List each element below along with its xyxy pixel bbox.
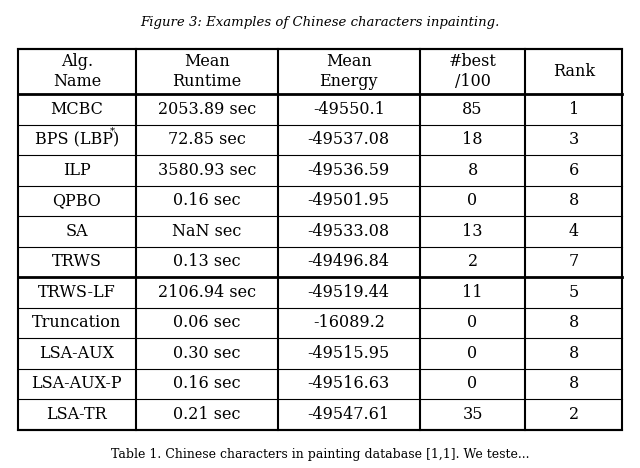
Text: NaN sec: NaN sec <box>172 223 241 240</box>
Text: -49536.59: -49536.59 <box>308 162 390 179</box>
Text: 0.13 sec: 0.13 sec <box>173 253 241 271</box>
Text: ILP: ILP <box>63 162 91 179</box>
Text: -49547.61: -49547.61 <box>308 406 390 423</box>
Text: BPS (LBP): BPS (LBP) <box>35 132 119 148</box>
Text: LSA-TR: LSA-TR <box>47 406 108 423</box>
Text: 0.16 sec: 0.16 sec <box>173 192 241 209</box>
Text: 0.06 sec: 0.06 sec <box>173 314 241 331</box>
Text: MCBC: MCBC <box>51 101 103 118</box>
Text: 0: 0 <box>467 192 477 209</box>
Text: 8: 8 <box>568 345 579 362</box>
Bar <box>18 49 622 430</box>
Text: TRWS-LF: TRWS-LF <box>38 284 116 301</box>
Text: Mean
Runtime: Mean Runtime <box>172 53 241 90</box>
Text: -49519.44: -49519.44 <box>308 284 390 301</box>
Text: Table 1. Chinese characters in painting database [1,1]. We teste...: Table 1. Chinese characters in painting … <box>111 448 529 461</box>
Text: Truncation: Truncation <box>32 314 122 331</box>
Text: 13: 13 <box>462 223 483 240</box>
Text: 8: 8 <box>568 314 579 331</box>
Text: 11: 11 <box>462 284 483 301</box>
Text: 2053.89 sec: 2053.89 sec <box>157 101 256 118</box>
Text: 0: 0 <box>467 375 477 392</box>
Text: #best
/100: #best /100 <box>449 53 497 90</box>
Text: -49550.1: -49550.1 <box>313 101 385 118</box>
Text: -49501.95: -49501.95 <box>308 192 390 209</box>
Text: 8: 8 <box>568 192 579 209</box>
Text: -49516.63: -49516.63 <box>308 375 390 392</box>
Text: 2: 2 <box>467 253 477 271</box>
Text: Figure 3: Examples of Chinese characters inpainting.: Figure 3: Examples of Chinese characters… <box>140 16 500 29</box>
Text: -49533.08: -49533.08 <box>308 223 390 240</box>
Text: TRWS: TRWS <box>52 253 102 271</box>
Text: -16089.2: -16089.2 <box>313 314 385 331</box>
Text: 0: 0 <box>467 314 477 331</box>
Text: Alg.
Name: Alg. Name <box>52 53 101 90</box>
Text: 8: 8 <box>568 375 579 392</box>
Text: 5: 5 <box>568 284 579 301</box>
Text: 3580.93 sec: 3580.93 sec <box>157 162 256 179</box>
Text: 0.16 sec: 0.16 sec <box>173 375 241 392</box>
Text: 3: 3 <box>568 132 579 148</box>
Text: -49515.95: -49515.95 <box>308 345 390 362</box>
Text: 8: 8 <box>467 162 477 179</box>
Text: -49496.84: -49496.84 <box>308 253 390 271</box>
Text: 72.85 sec: 72.85 sec <box>168 132 246 148</box>
Text: SA: SA <box>65 223 88 240</box>
Text: QPBO: QPBO <box>52 192 101 209</box>
Text: 0.21 sec: 0.21 sec <box>173 406 241 423</box>
Text: 6: 6 <box>568 162 579 179</box>
Text: 85: 85 <box>462 101 483 118</box>
Text: 2106.94 sec: 2106.94 sec <box>157 284 256 301</box>
Text: 35: 35 <box>462 406 483 423</box>
Text: 4: 4 <box>569 223 579 240</box>
Text: 18: 18 <box>462 132 483 148</box>
Text: 0: 0 <box>467 345 477 362</box>
Text: 7: 7 <box>568 253 579 271</box>
Text: 1: 1 <box>568 101 579 118</box>
Text: Mean
Energy: Mean Energy <box>319 53 378 90</box>
Text: Rank: Rank <box>553 63 595 80</box>
Text: LSA-AUX-P: LSA-AUX-P <box>31 375 122 392</box>
Text: LSA-AUX: LSA-AUX <box>39 345 115 362</box>
Text: 2: 2 <box>569 406 579 423</box>
Text: *: * <box>109 127 115 136</box>
Text: -49537.08: -49537.08 <box>308 132 390 148</box>
Text: 0.30 sec: 0.30 sec <box>173 345 241 362</box>
